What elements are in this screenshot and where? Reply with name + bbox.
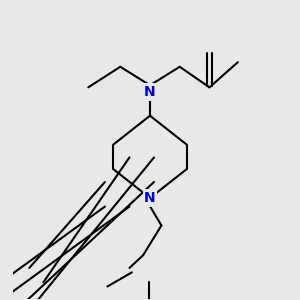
Text: N: N bbox=[144, 85, 156, 99]
Text: N: N bbox=[144, 191, 156, 205]
